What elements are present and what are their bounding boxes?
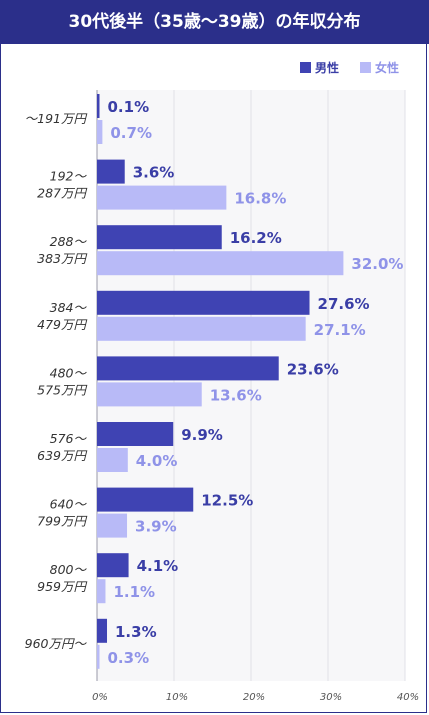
legend-swatch-female bbox=[360, 62, 371, 73]
bar-female bbox=[97, 251, 344, 276]
category-label-line: 383万円 bbox=[37, 251, 87, 266]
x-tick-label: 30% bbox=[320, 692, 342, 703]
category-label: 960万円〜 bbox=[25, 636, 88, 651]
bar-female bbox=[97, 185, 227, 210]
category-label: 〜191万円 bbox=[25, 111, 88, 126]
data-label-female: 0.3% bbox=[108, 649, 150, 667]
data-label-male: 3.6% bbox=[133, 164, 175, 182]
legend-label-female: 女性 bbox=[375, 60, 399, 75]
category-label-line: 192〜 bbox=[50, 169, 88, 184]
category-label: 192〜 287万円 bbox=[37, 169, 87, 201]
data-label-male: 9.9% bbox=[181, 426, 223, 444]
data-label-female: 4.0% bbox=[136, 452, 178, 470]
bar-female bbox=[97, 382, 202, 407]
category-label-line: 575万円 bbox=[37, 382, 87, 397]
data-label-female: 27.1% bbox=[314, 321, 366, 339]
data-label-male: 27.6% bbox=[318, 295, 370, 313]
category-label-line: 799万円 bbox=[37, 514, 87, 529]
data-label-male: 16.2% bbox=[230, 229, 282, 247]
bar-male bbox=[97, 422, 174, 446]
data-label-male: 23.6% bbox=[287, 360, 339, 378]
legend-swatch-male bbox=[300, 62, 311, 73]
data-label-female: 0.7% bbox=[110, 124, 152, 142]
data-label-female: 1.1% bbox=[113, 583, 155, 601]
bar-male bbox=[97, 356, 279, 381]
legend-label-male: 男性 bbox=[315, 60, 339, 75]
category-label-line: 959万円 bbox=[37, 579, 87, 594]
data-label-female: 16.8% bbox=[234, 190, 286, 208]
bar-chart: 男性 女性 0.1% 0.7% 3.6% 16.8% 16.2% 32.0% 27.6% 27.… bbox=[25, 60, 419, 703]
data-label-female: 3.9% bbox=[135, 518, 177, 536]
category-label-line: 576〜 bbox=[50, 431, 88, 446]
data-label-male: 1.3% bbox=[115, 623, 157, 641]
category-label-line: 480〜 bbox=[50, 365, 88, 380]
category-label-line: 479万円 bbox=[37, 317, 87, 332]
category-label: 480〜 575万円 bbox=[37, 365, 87, 397]
bar-male bbox=[97, 225, 222, 250]
bar-male bbox=[97, 553, 129, 578]
category-label: 288〜 383万円 bbox=[37, 234, 87, 266]
data-label-male: 4.1% bbox=[137, 557, 179, 575]
bar-female bbox=[97, 579, 106, 604]
x-axis-ticks: 0% 10% 20% 30% 40% bbox=[92, 692, 419, 703]
bar-male bbox=[97, 94, 100, 118]
bar-male bbox=[97, 487, 194, 512]
x-tick-label: 20% bbox=[243, 692, 265, 703]
x-tick-label: 40% bbox=[397, 692, 419, 703]
plot-area: 0.1% 0.7% 3.6% 16.8% 16.2% 32.0% 27.6% 27.1% 23.… bbox=[96, 90, 406, 681]
category-label: 640〜 799万円 bbox=[37, 497, 87, 529]
category-label: 384〜 479万円 bbox=[37, 300, 87, 332]
category-label-line: 640〜 bbox=[50, 497, 88, 512]
bar-female bbox=[97, 448, 128, 472]
category-label: 800〜 959万円 bbox=[37, 562, 87, 594]
bar-male bbox=[97, 290, 310, 315]
category-labels: 〜191万円 192〜 287万円 288〜 383万円 384〜 479万円 480〜 575… bbox=[25, 111, 88, 651]
bar-female bbox=[97, 513, 128, 538]
x-tick-label: 0% bbox=[92, 692, 108, 703]
category-label: 576〜 639万円 bbox=[37, 431, 87, 463]
x-tick-label: 10% bbox=[166, 692, 188, 703]
bar-male bbox=[97, 618, 108, 643]
category-label-line: 288〜 bbox=[50, 234, 88, 249]
bar-male bbox=[97, 159, 125, 184]
bar-female bbox=[97, 120, 103, 144]
data-label-male: 0.1% bbox=[108, 98, 150, 116]
category-label-line: 639万円 bbox=[37, 448, 87, 463]
data-label-female: 32.0% bbox=[351, 255, 403, 273]
bar-female bbox=[97, 644, 100, 669]
data-label-male: 12.5% bbox=[201, 492, 253, 510]
bar-female bbox=[97, 316, 306, 341]
category-label-line: 800〜 bbox=[50, 562, 88, 577]
category-label-line: 287万円 bbox=[37, 186, 87, 201]
chart-title: 30代後半（35歳〜39歳）の年収分布 bbox=[0, 0, 429, 44]
category-label-line: 384〜 bbox=[50, 300, 88, 315]
data-label-female: 13.6% bbox=[210, 386, 262, 404]
legend: 男性 女性 bbox=[300, 60, 399, 75]
